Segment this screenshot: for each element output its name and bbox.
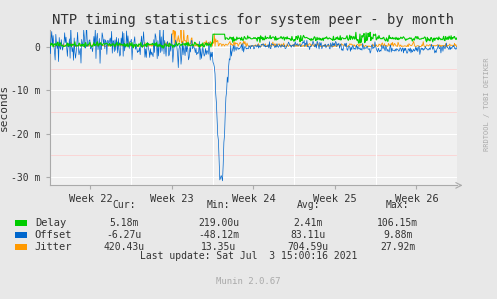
Text: 13.35u: 13.35u (201, 242, 236, 252)
Text: Min:: Min: (207, 200, 231, 210)
Text: RRDTOOL / TOBI OETIKER: RRDTOOL / TOBI OETIKER (484, 58, 490, 151)
Text: Max:: Max: (386, 200, 410, 210)
Text: Munin 2.0.67: Munin 2.0.67 (216, 277, 281, 286)
Text: Jitter: Jitter (35, 242, 72, 252)
Y-axis label: seconds: seconds (0, 84, 8, 131)
Text: 9.88m: 9.88m (383, 230, 413, 240)
Text: 27.92m: 27.92m (380, 242, 415, 252)
Text: 2.41m: 2.41m (293, 218, 323, 228)
Text: Avg:: Avg: (296, 200, 320, 210)
Text: Delay: Delay (35, 218, 66, 228)
Text: 219.00u: 219.00u (198, 218, 239, 228)
Text: Cur:: Cur: (112, 200, 136, 210)
Text: -48.12m: -48.12m (198, 230, 239, 240)
Text: Offset: Offset (35, 230, 72, 240)
Title: NTP timing statistics for system peer - by month: NTP timing statistics for system peer - … (53, 13, 454, 27)
Text: 106.15m: 106.15m (377, 218, 418, 228)
Text: 83.11u: 83.11u (291, 230, 326, 240)
Text: -6.27u: -6.27u (107, 230, 142, 240)
Text: 704.59u: 704.59u (288, 242, 329, 252)
Text: 420.43u: 420.43u (104, 242, 145, 252)
Text: Last update: Sat Jul  3 15:00:16 2021: Last update: Sat Jul 3 15:00:16 2021 (140, 251, 357, 261)
Text: 5.18m: 5.18m (109, 218, 139, 228)
